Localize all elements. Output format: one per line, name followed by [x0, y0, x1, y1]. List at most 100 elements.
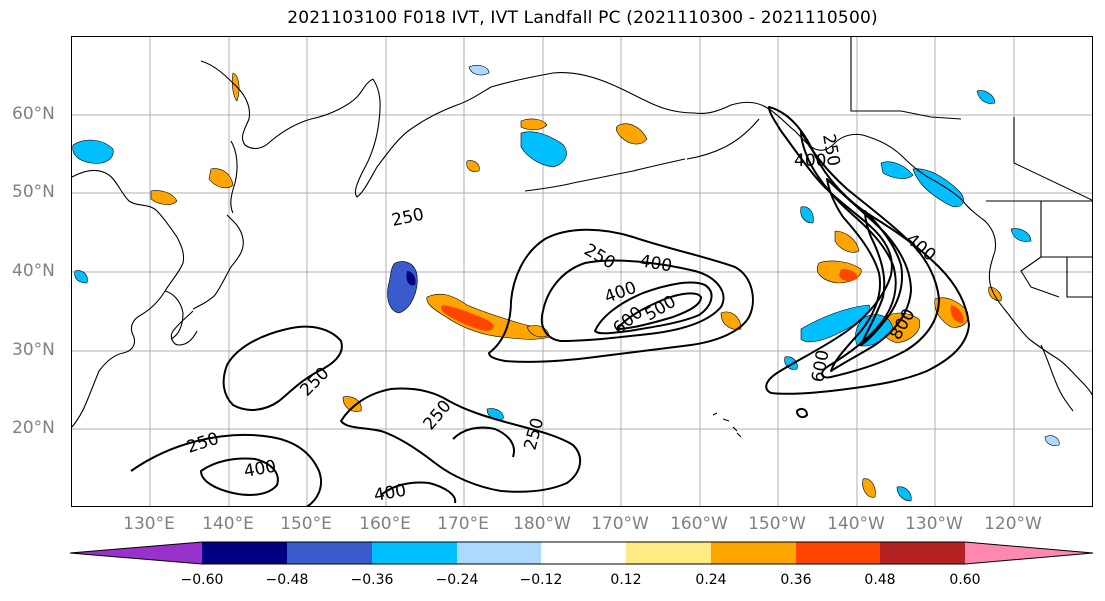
contour-inner-central — [616, 292, 702, 330]
lat-label-30n: 30°N — [12, 340, 55, 360]
anomaly-patch-negative — [468, 65, 490, 76]
contour-label-250: 250 — [296, 363, 333, 400]
coastline-japan-south — [170, 310, 198, 346]
lon-label-160e: 160°E — [359, 514, 411, 534]
coastline-okhotsk — [200, 60, 374, 150]
colorbar-tick-label: 0.12 — [610, 572, 642, 588]
contour-label-250: 250 — [390, 205, 426, 231]
contour-800-northeast — [860, 210, 903, 346]
map-title: 2021103100 F018 IVT, IVT Landfall PC (20… — [287, 8, 878, 28]
colorbar-segment — [626, 542, 711, 564]
colorbar-segment — [70, 542, 202, 564]
colorbar-segment — [457, 542, 541, 564]
anomaly-patch-negative — [896, 486, 912, 502]
coastline-sakhalin — [230, 140, 238, 214]
colorbar-segment — [796, 542, 880, 564]
lat-label-40n: 40°N — [12, 261, 55, 281]
boundary-canada-provinces — [1013, 117, 1092, 201]
anomaly-patch-negative — [800, 206, 814, 224]
anomaly-patch-deep — [406, 271, 416, 286]
anomaly-patch-positive — [208, 168, 234, 189]
contour-400-southwest — [200, 457, 279, 496]
colorbar-segment — [202, 542, 287, 564]
coastline-kamchatka — [354, 78, 492, 198]
contour-label-250: 250 — [521, 416, 549, 453]
lon-label-170w: 170°W — [591, 514, 649, 534]
boundary-us-states — [1020, 201, 1092, 298]
lon-label-170e: 170°E — [437, 514, 489, 534]
coastline-baja — [1040, 344, 1074, 412]
contour-label-400: 400 — [372, 481, 407, 506]
boundary-alaska-canada — [850, 37, 962, 120]
lon-label-150w: 150°W — [748, 514, 806, 534]
lon-label-130e: 130°E — [123, 514, 175, 534]
anomaly-patch-strong — [440, 305, 494, 331]
anomaly-patch-negative — [1010, 228, 1032, 242]
lat-label-50n: 50°N — [12, 182, 55, 202]
coastline-korea — [164, 290, 184, 340]
contour-250-east — [452, 426, 515, 458]
lon-label-130w: 130°W — [905, 514, 963, 534]
contour-label-250: 250 — [581, 240, 619, 274]
lat-label-20n: 20°N — [12, 418, 55, 438]
anomaly-patch-positive — [342, 396, 362, 412]
colorbar-segment — [711, 542, 796, 564]
colorbar-segment — [541, 542, 626, 564]
colorbar-outline — [70, 541, 1094, 565]
lon-label-140w: 140°W — [827, 514, 885, 534]
map-panel[interactable]: 250 400 250 400 600 500 250 400 600 800 … — [71, 36, 1093, 507]
anomaly-patch-positive — [520, 118, 548, 131]
coastline-aleutians — [524, 158, 686, 192]
contour-600-central — [594, 281, 713, 335]
anomaly-patch-positive — [231, 72, 240, 102]
anomaly-patch-positive — [988, 286, 1002, 302]
contour-label-400: 400 — [242, 457, 277, 482]
anomaly-patch-strong — [950, 305, 964, 323]
anomaly-patch-positive — [466, 160, 480, 172]
contour-400-south — [380, 481, 457, 504]
coastline-alaska-peninsula — [686, 118, 760, 160]
lon-label-150e: 150°E — [280, 514, 332, 534]
lon-label-180w: 180°W — [513, 514, 571, 534]
lon-label-160w: 160°W — [670, 514, 728, 534]
anomaly-patch-negative — [976, 90, 996, 104]
contour-250-northeast — [765, 106, 970, 395]
colorbar-tick-label: −0.12 — [519, 572, 563, 588]
anomaly-patch-positive — [720, 311, 742, 330]
coastline-asia — [72, 169, 185, 428]
anomaly-patch-positive — [150, 190, 178, 205]
lat-label-60n: 60°N — [12, 104, 55, 124]
contour-250-central — [488, 228, 754, 363]
anomaly-patch-negative — [520, 131, 567, 168]
contour-label-400: 400 — [638, 251, 673, 276]
colorbar-tick-label: 0.24 — [695, 572, 727, 588]
colorbar-tick-label: −0.60 — [180, 572, 224, 588]
contour-small-ring — [796, 407, 808, 419]
colorbar-tick-label: −0.36 — [350, 572, 394, 588]
anomaly-patch-positive — [834, 230, 860, 253]
anomaly-patch-negative — [912, 168, 964, 208]
coastline-chukotka — [490, 72, 696, 114]
contour-label-400: 400 — [902, 230, 940, 266]
anomaly-patch-strong — [839, 269, 858, 282]
lon-label-140e: 140°E — [202, 514, 254, 534]
contour-label-250: 250 — [184, 429, 221, 458]
anomaly-patch-positive — [862, 478, 876, 498]
colorbar-tick-label: 0.36 — [780, 572, 812, 588]
anomaly-patch-positive — [615, 123, 648, 145]
lon-label-120w: 120°W — [984, 514, 1042, 534]
colorbar-segment — [965, 542, 1093, 564]
map-canvas: 250 400 250 400 600 500 250 400 600 800 … — [72, 37, 1092, 506]
anomaly-patch-negative — [387, 261, 418, 314]
contour-600-northeast — [826, 178, 912, 372]
anomaly-patch-negative — [880, 161, 914, 179]
ivt-contours — [130, 106, 970, 506]
colorbar-segment — [372, 542, 457, 564]
coastline-hawaii — [712, 412, 742, 438]
colorbar — [70, 541, 1094, 565]
colorbar-tick-label: 0.60 — [949, 572, 981, 588]
coastline-north-america — [988, 250, 1092, 396]
colorbar-tick-label: −0.48 — [265, 572, 309, 588]
coastline-japan — [192, 214, 244, 310]
contour-label-600: 600 — [808, 348, 833, 383]
